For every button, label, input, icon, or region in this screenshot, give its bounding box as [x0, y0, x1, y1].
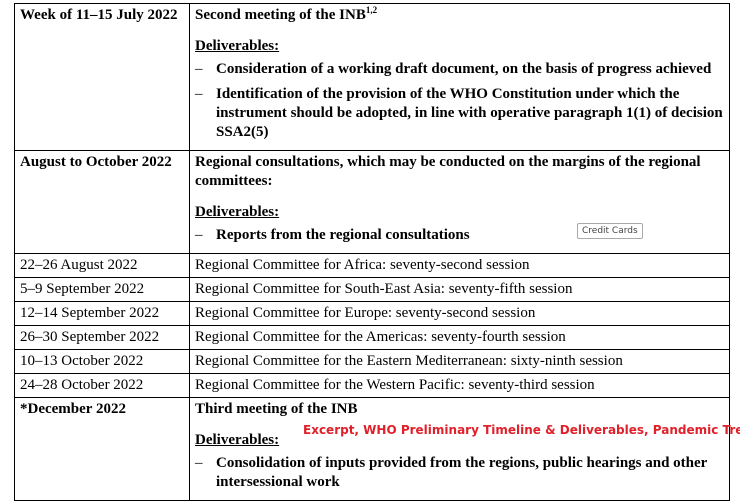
session-date: 10–13 October 2022	[14, 349, 190, 374]
list-item: – Identification of the provision of the …	[195, 86, 723, 140]
session-date: 5–9 September 2022	[14, 277, 190, 302]
meeting-title: Third meeting of the INB	[195, 401, 358, 417]
session-date: 26–30 September 2022	[14, 325, 190, 350]
session-text: Regional Committee for the Western Pacif…	[189, 373, 730, 398]
table-row: 26–30 September 2022 Regional Committee …	[14, 325, 730, 350]
row-date: August to October 2022	[14, 150, 190, 254]
session-date: 22–26 August 2022	[14, 253, 190, 278]
session-text: Regional Committee for Europe: seventy-s…	[189, 301, 730, 326]
table-row: 22–26 August 2022 Regional Committee for…	[14, 253, 730, 278]
timeline-table: Week of 11–15 July 2022 Second meeting o…	[14, 3, 730, 501]
session-text: Regional Committee for the Eastern Medit…	[189, 349, 730, 374]
row-date: Week of 11–15 July 2022	[14, 3, 190, 151]
table-row: *December 2022 Third meeting of the INB …	[14, 397, 730, 501]
footnote-ref: 1,2	[365, 5, 378, 15]
row-content: Second meeting of the INB1,2 Deliverable…	[189, 3, 730, 151]
session-text: Regional Committee for Africa: seventy-s…	[189, 253, 730, 278]
session-date: 12–14 September 2022	[14, 301, 190, 326]
session-date: 24–28 October 2022	[14, 373, 190, 398]
session-text: Regional Committee for the Americas: sev…	[189, 325, 730, 350]
excerpt-caption: Excerpt, WHO Preliminary Timeline & Deli…	[303, 423, 740, 437]
row-date: *December 2022	[14, 397, 190, 501]
list-item: – Reports from the regional consultations	[195, 227, 470, 243]
deliverables-label: Deliverables:	[195, 204, 280, 220]
deliverables-label: Deliverables:	[195, 38, 280, 54]
consultation-title: Regional consultations, which may be con…	[195, 154, 701, 189]
row-content: Regional consultations, which may be con…	[189, 150, 730, 254]
row-content: Third meeting of the INB Deliverables: –…	[189, 397, 730, 501]
meeting-title: Second meeting of the INB1,2	[195, 5, 378, 24]
deliverables-list: – Consolidation of inputs provided from t…	[195, 454, 724, 492]
session-text: Regional Committee for South-East Asia: …	[189, 277, 730, 302]
list-item: – Consideration of a working draft docume…	[195, 61, 712, 77]
table-row: 5–9 September 2022 Regional Committee fo…	[14, 277, 730, 302]
table-row: Week of 11–15 July 2022 Second meeting o…	[14, 3, 730, 151]
deliverables-list: – Reports from the regional consultations	[195, 226, 724, 245]
deliverables-list: – Consideration of a working draft docume…	[195, 60, 724, 142]
table-row: 24–28 October 2022 Regional Committee fo…	[14, 373, 730, 398]
credit-cards-tag: Credit Cards	[577, 223, 643, 239]
table-row: 12–14 September 2022 Regional Committee …	[14, 301, 730, 326]
list-item: – Consolidation of inputs provided from t…	[195, 455, 708, 490]
table-row: August to October 2022 Regional consulta…	[14, 150, 730, 254]
deliverables-label: Deliverables:	[195, 432, 280, 448]
table-row: 10–13 October 2022 Regional Committee fo…	[14, 349, 730, 374]
